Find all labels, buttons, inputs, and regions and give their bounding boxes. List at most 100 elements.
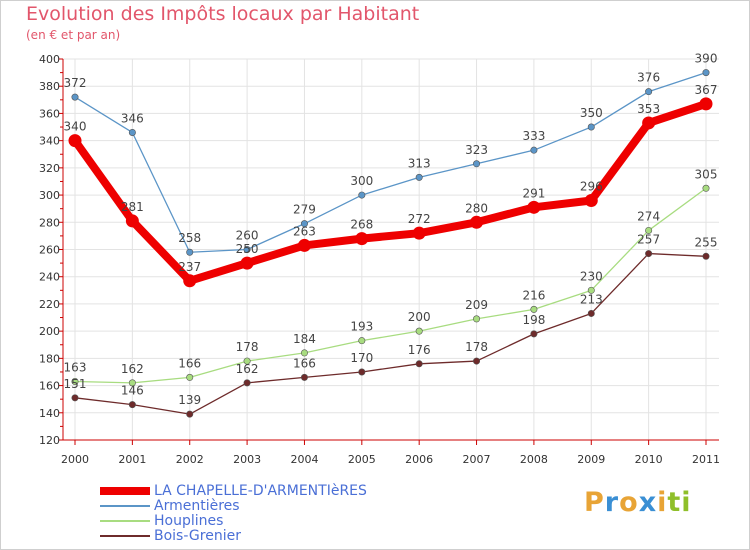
y-tick-label: 200 [39,325,60,338]
x-tick-label: 2003 [233,453,261,466]
data-label: 272 [408,212,431,226]
legend-swatch [100,505,150,507]
data-point [587,123,595,131]
legend-swatch [100,487,150,495]
data-point [645,250,653,258]
series-line-1 [74,71,707,253]
data-label: 176 [408,343,431,357]
data-point [473,160,481,168]
series-line-3 [74,252,707,415]
data-point [587,286,595,294]
x-tick-label: 2007 [463,453,491,466]
data-label: 250 [236,242,259,256]
data-label: 166 [178,356,201,370]
data-point [702,69,710,77]
data-point [415,173,423,181]
brand-letter: t [667,487,682,518]
data-point [699,97,713,111]
legend-label: Armentières [154,498,240,514]
x-tick-label: 2001 [118,453,146,466]
data-label: 151 [64,377,87,391]
data-point [355,232,369,246]
chart-title: Evolution des Impôts locaux par Habitant [26,3,420,25]
data-point [128,128,136,136]
data-point [473,357,481,365]
data-point [68,134,82,148]
data-label: 333 [522,129,545,143]
data-label: 178 [236,340,259,354]
data-label: 258 [178,231,201,245]
y-tick-label: 260 [39,244,60,257]
data-point [71,377,79,385]
data-label: 305 [695,167,718,181]
data-point [702,252,710,260]
data-label: 216 [522,288,545,302]
data-point [186,248,194,256]
legend-label: Bois-Grenier [154,528,241,544]
data-label: 268 [350,218,373,232]
data-point [530,305,538,313]
data-label: 230 [580,269,603,283]
data-label: 139 [178,393,201,407]
data-point [128,379,136,387]
data-point [584,194,598,208]
data-point [527,200,541,214]
data-point [358,191,366,199]
data-label: 193 [350,320,373,334]
series-line-0 [71,99,710,285]
data-point [186,410,194,418]
data-point [125,214,139,228]
data-point [358,337,366,345]
data-label: 198 [522,313,545,327]
data-label: 200 [408,310,431,324]
data-point [358,368,366,376]
y-tick-label: 380 [39,80,60,93]
y-tick-label: 140 [39,407,60,420]
x-tick-label: 2002 [176,453,204,466]
data-label: 346 [121,111,144,125]
data-point [183,274,197,288]
data-label: 260 [236,229,259,243]
data-label: 279 [293,203,316,217]
data-label: 372 [64,76,87,90]
data-point [300,373,308,381]
data-point [243,246,251,254]
y-tick-label: 280 [39,216,60,229]
data-point [297,238,311,252]
data-point [300,349,308,357]
data-label: 146 [121,384,144,398]
y-tick-label: 180 [39,352,60,365]
data-label: 274 [637,209,660,223]
data-point [128,401,136,409]
data-label: 281 [121,200,144,214]
y-tick-label: 220 [39,298,60,311]
x-tick-label: 2000 [61,453,89,466]
data-point [71,394,79,402]
data-label: 170 [350,351,373,365]
brand-logo: Proxiti [584,487,692,518]
data-label: 255 [695,235,718,249]
brand-letter: o [619,487,639,518]
data-label: 291 [522,186,545,200]
legend-swatch [100,520,150,522]
brand-letter: r [604,487,620,518]
data-point [587,309,595,317]
x-tick-label: 2005 [348,453,376,466]
brand-letter: i [657,487,668,518]
data-label: 390 [695,52,718,66]
data-label: 166 [293,356,316,370]
data-point [642,116,656,130]
data-label: 353 [637,102,660,116]
data-point [71,93,79,101]
data-label: 300 [350,174,373,188]
x-tick-label: 2004 [290,453,318,466]
data-point [470,215,484,229]
data-point [530,146,538,154]
data-point [186,373,194,381]
data-label: 296 [580,180,603,194]
y-tick-label: 240 [39,271,60,284]
x-tick-label: 2008 [520,453,548,466]
data-point [473,315,481,323]
data-label: 323 [465,143,488,157]
data-label: 350 [580,106,603,120]
